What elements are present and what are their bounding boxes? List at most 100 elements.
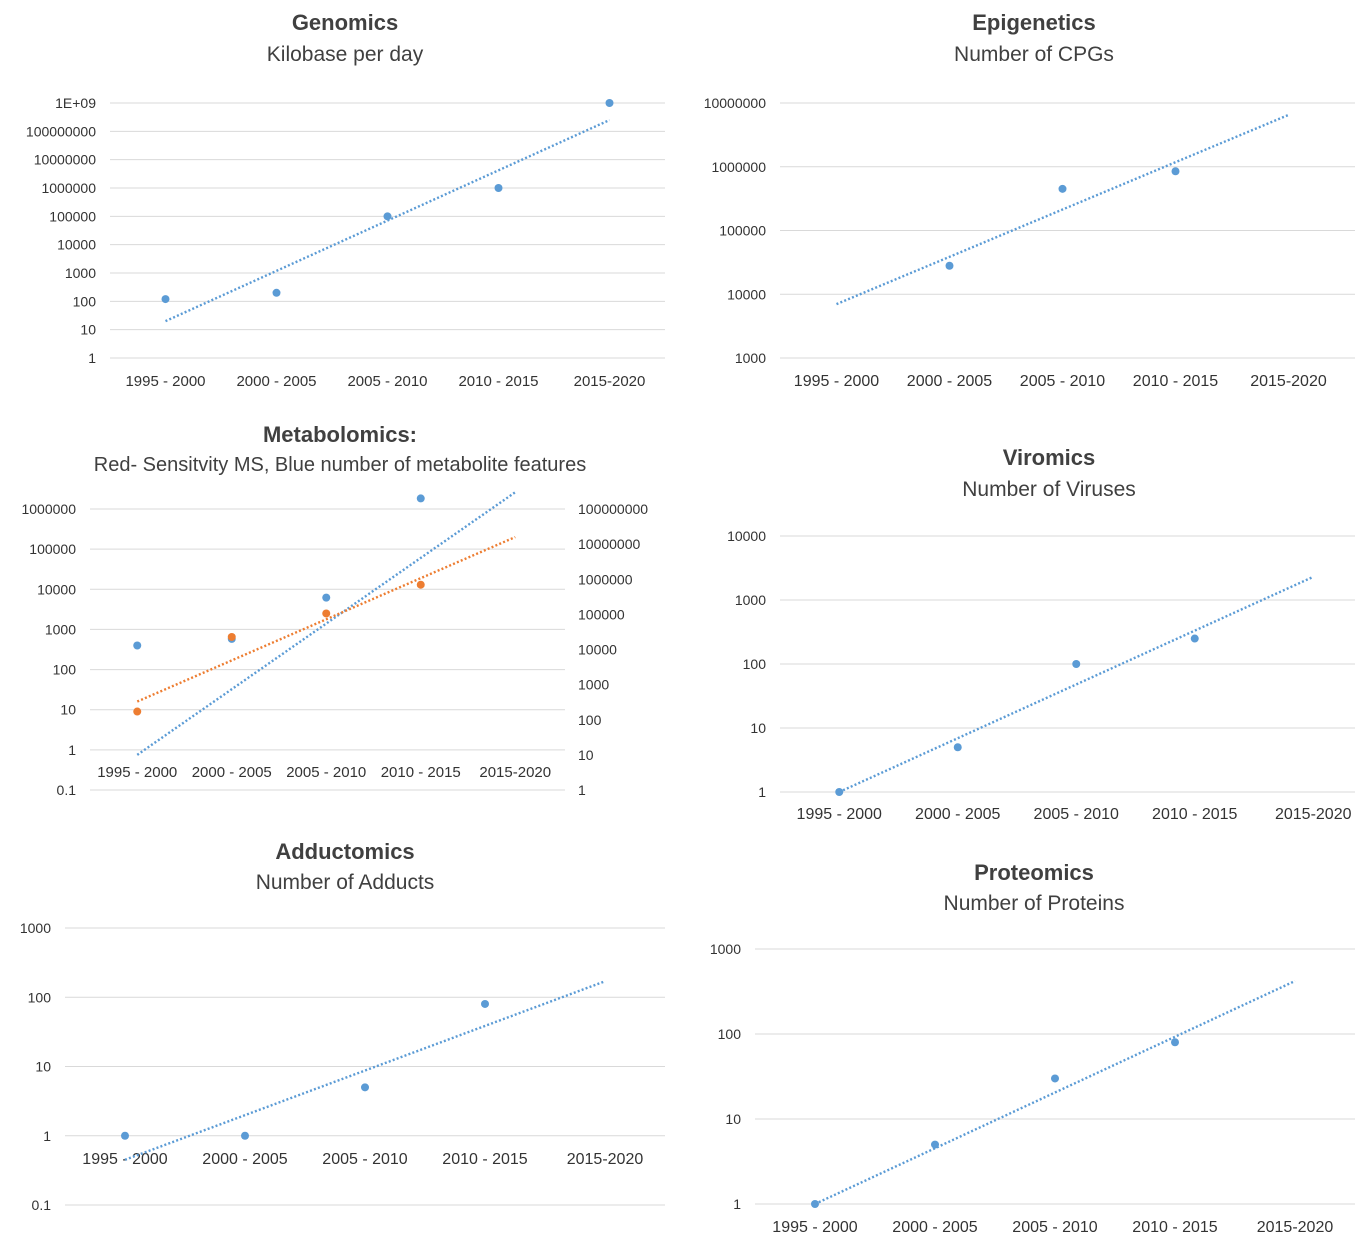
epigenetics-title: Epigenetics <box>972 10 1096 35</box>
x-tick-label: 2000 - 2005 <box>907 373 993 390</box>
x-tick-label: 2000 - 2005 <box>192 764 272 781</box>
data-point <box>1058 184 1067 193</box>
data-point <box>1171 1038 1179 1047</box>
y2-tick-label: 100000 <box>578 606 625 622</box>
x-tick-label: 2010 - 2015 <box>458 373 538 390</box>
metabolomics-plot: 0.1 1 10 100 1000 10000 100000 1000000 1 10 100 100… <box>21 491 648 798</box>
x-tick-label: 2015-2020 <box>1250 373 1327 390</box>
y2-tick-label: 10000 <box>578 642 617 658</box>
data-point <box>322 593 331 602</box>
y-tick-label: 1000 <box>65 265 96 281</box>
data-point <box>605 99 614 107</box>
metabolomics-title: Metabolomics: <box>262 422 418 447</box>
x-tick-label: 2010 - 2015 <box>1133 373 1219 390</box>
x-tick-label: 2000 - 2005 <box>236 373 316 390</box>
data-point <box>494 184 503 192</box>
trendline <box>136 535 516 703</box>
data-point <box>133 641 142 650</box>
y-tick-label: 1000 <box>45 621 76 637</box>
y-tick-label: 10000 <box>727 528 766 544</box>
y2-tick-label: 100 <box>578 712 602 728</box>
x-tick-label: 1995 - 2000 <box>772 1219 858 1234</box>
x-tick-label: 2005 - 2010 <box>1034 806 1120 823</box>
x-tick-label: 2000 - 2005 <box>202 1151 288 1168</box>
viromics-plot: 1 10 100 1000 10000 1995 - 2000 2000 - 2005 200… <box>727 528 1355 823</box>
data-point <box>383 212 392 221</box>
viromics-subtitle: Number of Viruses <box>962 478 1136 501</box>
y-tick-label: 10 <box>60 702 76 718</box>
data-point <box>481 999 489 1008</box>
y-tick-label: 0.1 <box>32 1197 52 1213</box>
x-tick-label: 2005 - 2010 <box>347 373 427 390</box>
adductomics-title: Adductomics <box>275 839 415 864</box>
data-point <box>241 1131 249 1140</box>
data-point <box>361 1083 369 1092</box>
y-tick-label: 1 <box>68 742 76 758</box>
y-tick-label: 100 <box>28 989 52 1005</box>
x-tick-label: 1995 - 2000 <box>794 373 880 390</box>
y-tick-label: 1 <box>733 1196 741 1212</box>
y-tick-label: 100000 <box>719 223 766 239</box>
y-tick-label: 10000 <box>37 581 76 597</box>
metabolomics-subtitle: Red- Sensitvity MS, Blue number of metab… <box>93 454 587 476</box>
trendline <box>124 980 606 1161</box>
data-point <box>227 632 236 641</box>
y-tick-label: 1000 <box>20 920 51 936</box>
viromics-chart: Viromics Number of Viruses 1 10 100 1000 100… <box>679 410 1359 830</box>
data-point <box>416 494 425 503</box>
y-tick-label: 1000 <box>735 350 766 366</box>
y2-tick-label: 1000 <box>578 677 609 693</box>
data-point <box>953 743 962 752</box>
data-point <box>416 580 425 589</box>
genomics-plot: 1 10 100 1000 10000 100000 1000000 10000000 1000… <box>26 95 665 390</box>
y-tick-label: 100 <box>73 293 97 309</box>
x-tick-label: 2005 - 2010 <box>286 764 366 781</box>
y-tick-label: 10000 <box>727 286 766 302</box>
x-tick-label: 2000 - 2005 <box>892 1219 978 1234</box>
y-tick-label: 1000000 <box>41 180 96 196</box>
y-tick-label: 10000000 <box>34 152 97 168</box>
trendline <box>136 491 516 756</box>
proteomics-title: Proteomics <box>974 860 1094 885</box>
data-point <box>835 788 844 796</box>
epigenetics-plot: 1000 10000 100000 1000000 10000000 1995 - 200… <box>704 95 1355 390</box>
data-point <box>161 295 170 304</box>
x-tick-label: 2015-2020 <box>574 373 646 390</box>
adductomics-subtitle: Number of Adducts <box>255 871 435 894</box>
data-point <box>1051 1074 1059 1083</box>
trendline <box>814 979 1296 1206</box>
x-tick-label: 2015-2020 <box>479 764 551 781</box>
y-tick-label: 1000 <box>710 941 741 957</box>
proteomics-chart: Proteomics Number of Proteins 1 10 100 1000… <box>679 840 1359 1234</box>
x-tick-label: 2010 - 2015 <box>1152 806 1238 823</box>
x-tick-label: 2010 - 2015 <box>442 1151 528 1168</box>
y2-tick-label: 1000000 <box>578 571 633 587</box>
y-tick-label: 1 <box>43 1128 51 1144</box>
y-tick-label: 0.1 <box>57 782 77 798</box>
y-tick-label: 100 <box>53 662 77 678</box>
x-tick-label: 2015-2020 <box>1275 806 1352 823</box>
y-tick-label: 10 <box>725 1111 741 1127</box>
x-tick-label: 1995 - 2000 <box>125 373 205 390</box>
data-point <box>121 1131 129 1140</box>
viromics-title: Viromics <box>1002 445 1096 470</box>
y-tick-label: 100 <box>718 1026 742 1042</box>
genomics-chart: Genomics Kilobase per day 1 10 100 1000 1000… <box>0 0 680 400</box>
y-tick-label: 10 <box>80 322 96 338</box>
y-tick-label: 10000000 <box>704 95 767 111</box>
x-tick-label: 1995 - 2000 <box>97 764 177 781</box>
trendline <box>838 575 1314 794</box>
y-tick-label: 10 <box>35 1059 51 1075</box>
epigenetics-subtitle: Number of CPGs <box>954 43 1114 66</box>
data-point <box>1072 660 1081 668</box>
x-tick-label: 2005 - 2010 <box>322 1151 408 1168</box>
x-tick-label: 2005 - 2010 <box>1020 373 1106 390</box>
y-tick-label: 1000000 <box>711 159 766 175</box>
genomics-subtitle: Kilobase per day <box>266 43 424 66</box>
data-point <box>931 1140 939 1149</box>
y-tick-label: 10 <box>750 720 766 736</box>
y2-tick-label: 1 <box>578 782 586 798</box>
proteomics-plot: 1 10 100 1000 1995 - 2000 2000 - 2005 2005 - 2… <box>710 941 1355 1234</box>
data-point <box>322 609 331 618</box>
trendline <box>165 118 610 323</box>
